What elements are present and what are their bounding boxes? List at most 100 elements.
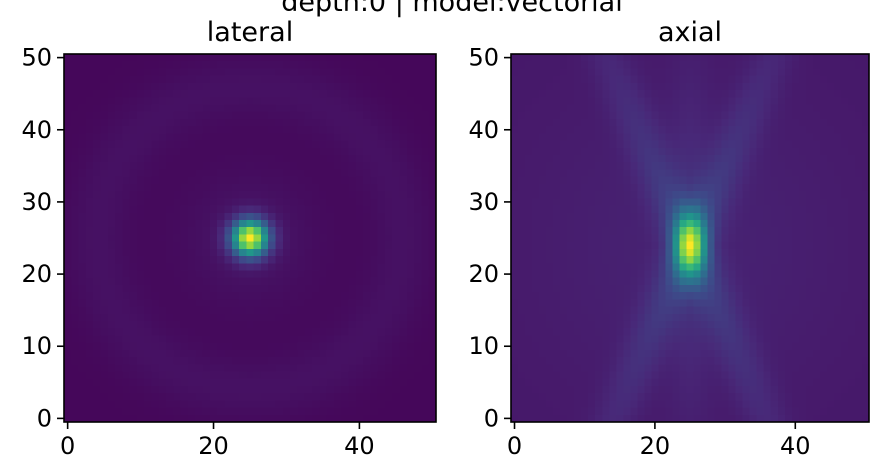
heatmap-cell	[847, 75, 856, 84]
heatmap-cell	[85, 90, 94, 98]
heatmap-cell	[173, 371, 182, 380]
heatmap-cell	[805, 313, 814, 322]
heatmap-cell	[414, 371, 423, 380]
heatmap-cell	[672, 212, 681, 221]
heatmap-cell	[532, 357, 540, 365]
heatmap-cell	[854, 205, 863, 214]
heatmap-cell	[319, 68, 328, 77]
heatmap-cell	[798, 54, 807, 62]
heatmap-cell	[129, 335, 138, 344]
heatmap-cell	[202, 133, 211, 142]
heatmap-cell	[217, 82, 226, 91]
heatmap-cell	[414, 90, 423, 98]
heatmap-cell	[539, 183, 547, 192]
heatmap-cell	[166, 335, 175, 344]
heatmap-cell	[707, 306, 716, 315]
heatmap-cell	[700, 118, 709, 127]
heatmap-cell	[777, 284, 786, 293]
heatmap-cell	[581, 248, 589, 257]
heatmap-cell	[224, 97, 233, 106]
heatmap-cell	[304, 97, 313, 106]
heatmap-cell	[282, 313, 291, 322]
heatmap-cell	[333, 364, 342, 373]
heatmap-cell	[784, 328, 793, 337]
heatmap-cell	[115, 227, 123, 235]
heatmap-cell	[239, 320, 247, 329]
heatmap-cell	[602, 284, 610, 293]
heatmap-cell	[756, 299, 765, 308]
heatmap-cell	[588, 111, 596, 120]
heatmap-cell	[735, 68, 744, 77]
heatmap-cell	[567, 256, 575, 264]
heatmap-cell	[363, 284, 371, 293]
heatmap-cell	[217, 176, 226, 185]
heatmap-cell	[588, 299, 596, 308]
heatmap-cell	[180, 183, 189, 192]
heatmap-cell	[854, 82, 863, 91]
heatmap-cell	[122, 219, 131, 228]
heatmap-cell	[64, 299, 72, 308]
heatmap-cell	[847, 155, 856, 163]
heatmap-cell	[700, 284, 709, 293]
heatmap-cell	[151, 407, 160, 416]
heatmap-cell	[224, 371, 233, 380]
heatmap-cell	[854, 54, 863, 62]
heatmap-cell	[511, 68, 519, 77]
heatmap-cell	[525, 126, 533, 134]
heatmap-cell	[217, 90, 226, 98]
heatmap-cell	[588, 183, 596, 192]
heatmap-cell	[188, 75, 196, 84]
heatmap-cell	[224, 400, 233, 409]
heatmap-cell	[85, 256, 94, 264]
heatmap-cell	[414, 335, 423, 344]
heatmap-cell	[355, 227, 364, 235]
heatmap-cell	[64, 248, 72, 257]
heatmap-cell	[798, 61, 807, 70]
heatmap-cell	[742, 357, 751, 365]
heatmap-cell	[826, 371, 835, 380]
heatmap-cell	[406, 328, 415, 337]
heatmap-cell	[312, 299, 320, 308]
heatmap-cell	[637, 284, 645, 293]
heatmap-cell	[588, 277, 596, 286]
heatmap-cell	[384, 284, 393, 293]
heatmap-cell	[406, 90, 415, 98]
heatmap-cell	[282, 176, 291, 185]
heatmap-cell	[202, 248, 211, 257]
heatmap-cell	[511, 82, 519, 91]
heatmap-cell	[693, 342, 702, 351]
heatmap-cell	[64, 68, 72, 77]
heatmap-cell	[784, 270, 793, 279]
heatmap-cell	[602, 385, 610, 394]
heatmap-cell	[253, 248, 262, 257]
heatmap-cell	[798, 306, 807, 315]
heatmap-cell	[78, 234, 87, 243]
heatmap-cell	[539, 378, 547, 387]
heatmap-cell	[665, 299, 674, 308]
heatmap-cell	[595, 248, 603, 257]
heatmap-cell	[770, 248, 779, 257]
heatmap-cell	[847, 176, 856, 185]
heatmap-cell	[173, 385, 182, 394]
heatmap-cell	[833, 241, 842, 250]
heatmap-cell	[539, 75, 547, 84]
heatmap-cell	[721, 82, 730, 91]
heatmap-cell	[833, 328, 842, 337]
heatmap-cell	[399, 104, 408, 113]
heatmap-cell	[260, 82, 269, 91]
heatmap-cell	[239, 183, 247, 192]
heatmap-cell	[85, 198, 94, 207]
heatmap-cell	[71, 90, 80, 98]
heatmap-cell	[805, 191, 814, 199]
heatmap-cell	[567, 133, 575, 142]
heatmap-cell	[290, 133, 299, 142]
heatmap-cell	[333, 54, 342, 62]
heatmap-cell	[414, 126, 423, 134]
heatmap-cell	[71, 104, 80, 113]
heatmap-cell	[421, 133, 430, 142]
heatmap-cell	[122, 263, 131, 272]
heatmap-cell	[728, 61, 737, 70]
heatmap-cell	[728, 378, 737, 387]
heatmap-cell	[749, 364, 758, 373]
heatmap-cell	[224, 292, 233, 300]
